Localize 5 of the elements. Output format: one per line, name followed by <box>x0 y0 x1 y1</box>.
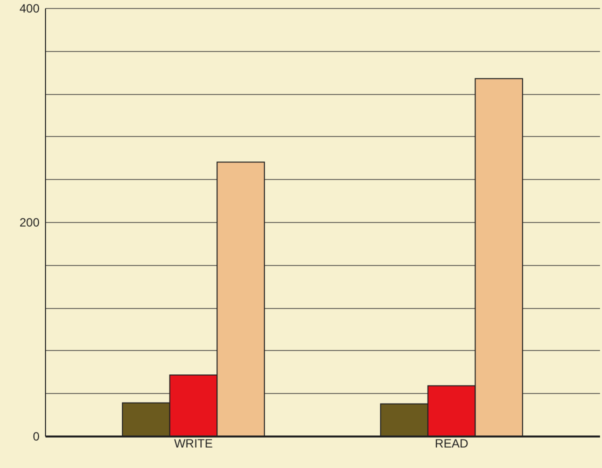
y-tick-label: 400 <box>19 2 40 16</box>
x-tick-label: WRITE <box>174 436 213 450</box>
y-tick-label: 0 <box>32 430 40 444</box>
x-tick-label: READ <box>434 436 469 450</box>
y-tick-label: 200 <box>19 216 40 230</box>
